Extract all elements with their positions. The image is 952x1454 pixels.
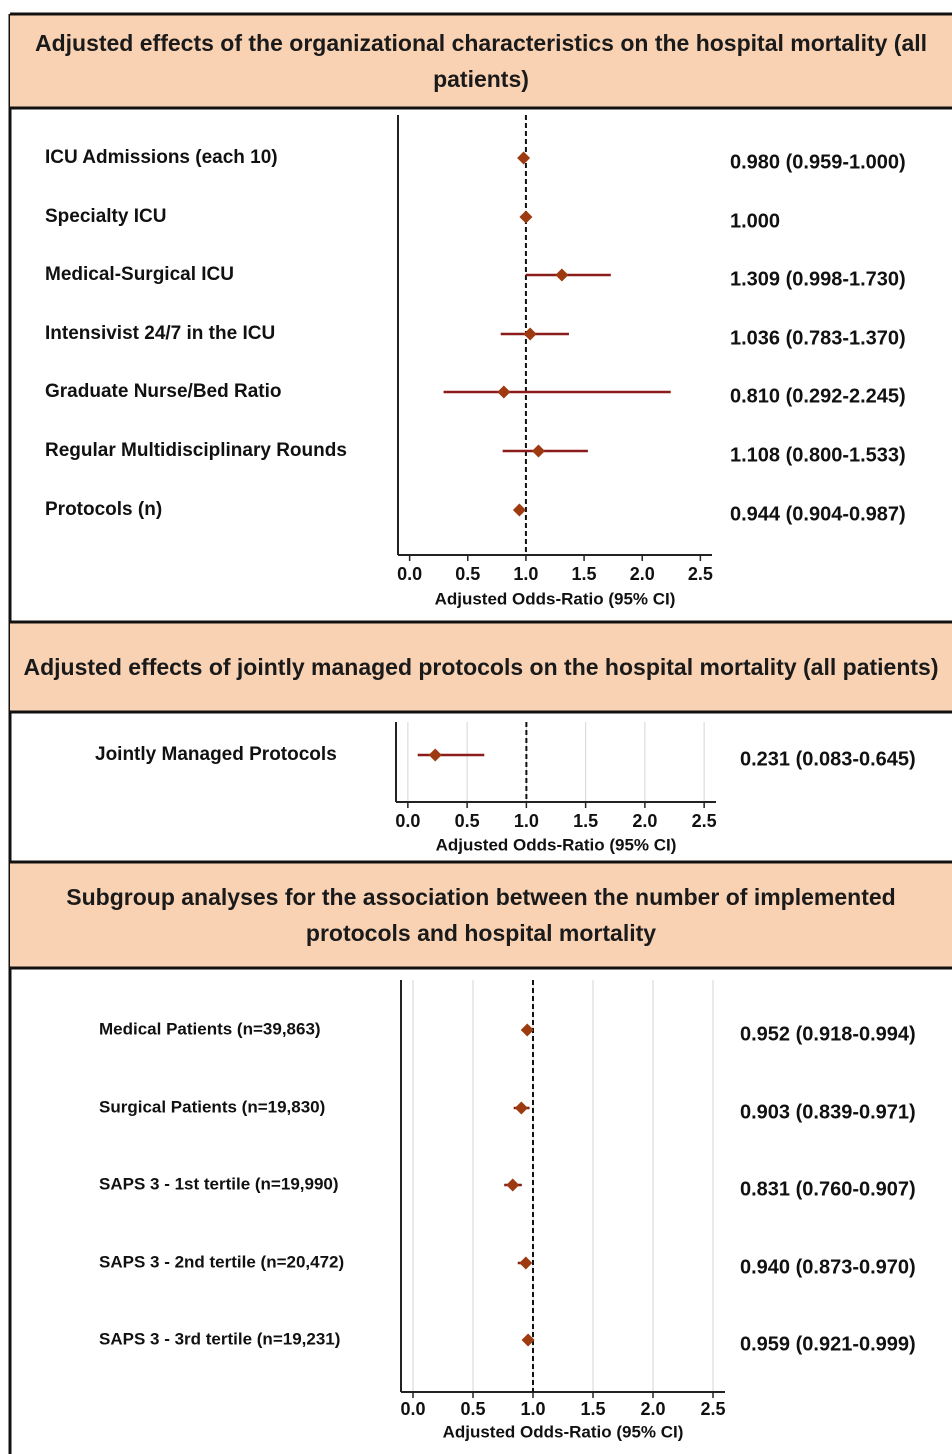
row-label: Specialty ICU (45, 206, 166, 227)
row-label: Regular Multidisciplinary Rounds (45, 440, 347, 461)
panel-title: Adjusted effects of the organizational c… (34, 30, 928, 92)
point-estimate (519, 210, 533, 224)
value-label: 0.810 (0.292-2.245) (730, 385, 906, 407)
value-label: 1.036 (0.783-1.370) (730, 327, 906, 349)
point-estimate (428, 748, 442, 762)
x-tick-label: 1.5 (580, 1399, 605, 1419)
value-label: 1.000 (730, 210, 780, 232)
point-estimate (520, 1023, 534, 1037)
row-label: Surgical Patients (n=19,830) (99, 1097, 325, 1116)
header-background (10, 622, 952, 712)
x-tick-label: 1.0 (520, 1399, 545, 1419)
x-tick-label: 2.0 (640, 1399, 665, 1419)
x-tick-label: 0.0 (397, 564, 422, 584)
row-label: Protocols (n) (45, 499, 162, 520)
panel-title: Adjusted effects of jointly managed prot… (23, 654, 939, 680)
value-label: 1.309 (0.998-1.730) (730, 268, 906, 290)
value-label: 0.940 (0.873-0.970) (740, 1256, 916, 1278)
x-tick-label: 1.0 (514, 811, 539, 831)
x-axis-title: Adjusted Odds-Ratio (95% CI) (443, 1422, 684, 1441)
x-tick-label: 1.5 (573, 811, 598, 831)
value-label: 0.831 (0.760-0.907) (740, 1178, 916, 1200)
value-label: 0.944 (0.904-0.987) (730, 503, 906, 525)
row-label: Medical-Surgical ICU (45, 264, 234, 285)
header-background (10, 14, 952, 108)
x-tick-label: 0.5 (455, 811, 480, 831)
value-label: 0.952 (0.918-0.994) (740, 1023, 916, 1045)
value-label: 1.108 (0.800-1.533) (730, 444, 906, 466)
point-estimate (512, 503, 526, 517)
point-estimate (531, 444, 545, 458)
x-tick-label: 2.5 (692, 811, 717, 831)
x-tick-label: 2.5 (688, 564, 713, 584)
value-label: 0.980 (0.959-1.000) (730, 151, 906, 173)
x-tick-label: 1.5 (572, 564, 597, 584)
row-label: SAPS 3 - 2nd tertile (n=20,472) (99, 1252, 344, 1271)
x-axis-title: Adjusted Odds-Ratio (95% CI) (436, 835, 677, 854)
point-estimate (506, 1178, 520, 1192)
row-label: ICU Admissions (each 10) (45, 147, 278, 168)
x-tick-label: 0.5 (460, 1399, 485, 1419)
point-estimate (555, 268, 569, 282)
x-axis-title: Adjusted Odds-Ratio (95% CI) (435, 589, 676, 608)
header-background (10, 862, 952, 968)
x-tick-label: 1.0 (513, 564, 538, 584)
row-label: Jointly Managed Protocols (95, 744, 337, 765)
point-estimate (519, 1256, 533, 1270)
row-label: Graduate Nurse/Bed Ratio (45, 381, 282, 402)
value-label: 0.959 (0.921-0.999) (740, 1333, 916, 1355)
x-tick-label: 0.0 (395, 811, 420, 831)
row-label: SAPS 3 - 3rd tertile (n=19,231) (99, 1329, 340, 1348)
value-label: 0.903 (0.839-0.971) (740, 1101, 916, 1123)
x-tick-label: 2.5 (700, 1399, 725, 1419)
x-tick-label: 2.0 (632, 811, 657, 831)
point-estimate (523, 327, 537, 341)
x-tick-label: 0.5 (455, 564, 480, 584)
point-estimate (514, 1101, 528, 1115)
point-estimate (521, 1333, 535, 1347)
point-estimate (497, 385, 511, 399)
row-label: Intensivist 24/7 in the ICU (45, 323, 275, 344)
row-label: SAPS 3 - 1st tertile (n=19,990) (99, 1174, 339, 1193)
point-estimate (517, 151, 531, 165)
value-label: 0.231 (0.083-0.645) (740, 748, 916, 770)
x-tick-label: 0.0 (400, 1399, 425, 1419)
panel-title: Subgroup analyses for the association be… (66, 884, 896, 946)
row-label: Medical Patients (n=39,863) (99, 1019, 321, 1038)
x-tick-label: 2.0 (630, 564, 655, 584)
